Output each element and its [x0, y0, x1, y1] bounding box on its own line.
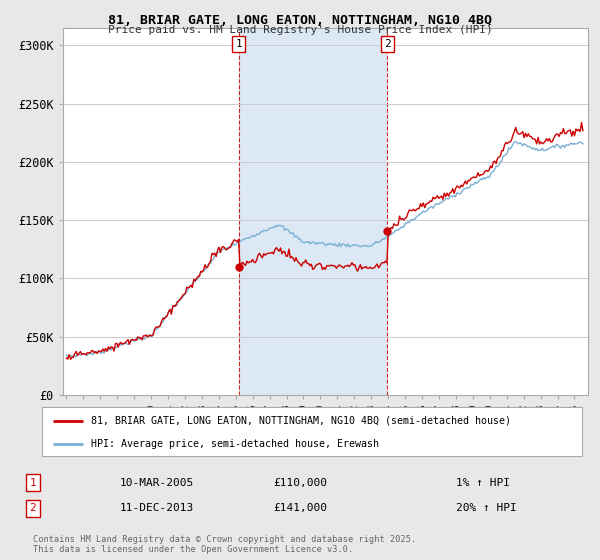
Bar [239, 28, 387, 395]
Text: 20% ↑ HPI: 20% ↑ HPI [456, 503, 517, 514]
Text: 1% ↑ HPI: 1% ↑ HPI [456, 478, 510, 488]
Text: £110,000: £110,000 [273, 478, 327, 488]
Text: 2: 2 [29, 503, 37, 514]
Text: 1: 1 [236, 39, 242, 49]
Text: 2: 2 [384, 39, 391, 49]
Text: 81, BRIAR GATE, LONG EATON, NOTTINGHAM, NG10 4BQ: 81, BRIAR GATE, LONG EATON, NOTTINGHAM, … [108, 14, 492, 27]
Text: 81, BRIAR GATE, LONG EATON, NOTTINGHAM, NG10 4BQ (semi-detached house): 81, BRIAR GATE, LONG EATON, NOTTINGHAM, … [91, 416, 511, 426]
Text: HPI: Average price, semi-detached house, Erewash: HPI: Average price, semi-detached house,… [91, 439, 379, 449]
Text: £141,000: £141,000 [273, 503, 327, 514]
Text: 10-MAR-2005: 10-MAR-2005 [120, 478, 194, 488]
Text: Contains HM Land Registry data © Crown copyright and database right 2025.
This d: Contains HM Land Registry data © Crown c… [33, 535, 416, 554]
Text: 11-DEC-2013: 11-DEC-2013 [120, 503, 194, 514]
Text: 1: 1 [29, 478, 37, 488]
Text: Price paid vs. HM Land Registry's House Price Index (HPI): Price paid vs. HM Land Registry's House … [107, 25, 493, 35]
